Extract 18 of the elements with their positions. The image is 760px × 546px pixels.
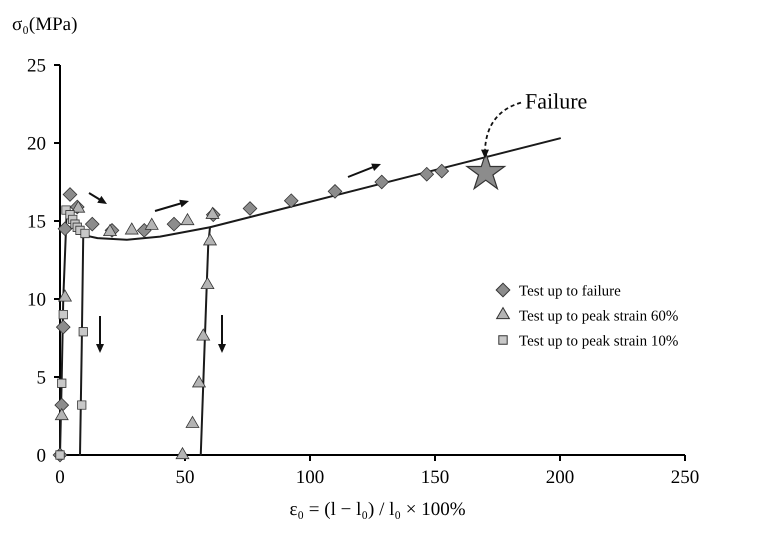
x-tick-label: 0 [55, 467, 65, 488]
y-tick-label: 15 [27, 212, 46, 233]
legend-label: Test up to peak strain 10% [519, 333, 678, 350]
legend-label: Test up to failure [519, 283, 622, 300]
x-axis-title: ε₀ = (l − l₀) / l₀ × 100% [289, 499, 466, 520]
y-tick-label: 10 [27, 290, 46, 311]
y-tick-label: 20 [27, 134, 46, 155]
annotation: Failure [525, 88, 588, 114]
y-tick-label: 5 [36, 368, 46, 389]
y-axis-title: σ₀(MPa) [12, 14, 78, 35]
y-tick-label: 0 [36, 446, 46, 467]
legend-label: Test up to peak strain 60% [519, 308, 678, 324]
x-tick-label: 100 [296, 467, 324, 488]
x-tick-label: 200 [546, 467, 574, 488]
x-tick-label: 250 [670, 467, 700, 488]
x-tick-label: 50 [176, 467, 194, 488]
x-tick-label: 150 [420, 467, 450, 488]
y-tick-label: 25 [27, 56, 46, 77]
